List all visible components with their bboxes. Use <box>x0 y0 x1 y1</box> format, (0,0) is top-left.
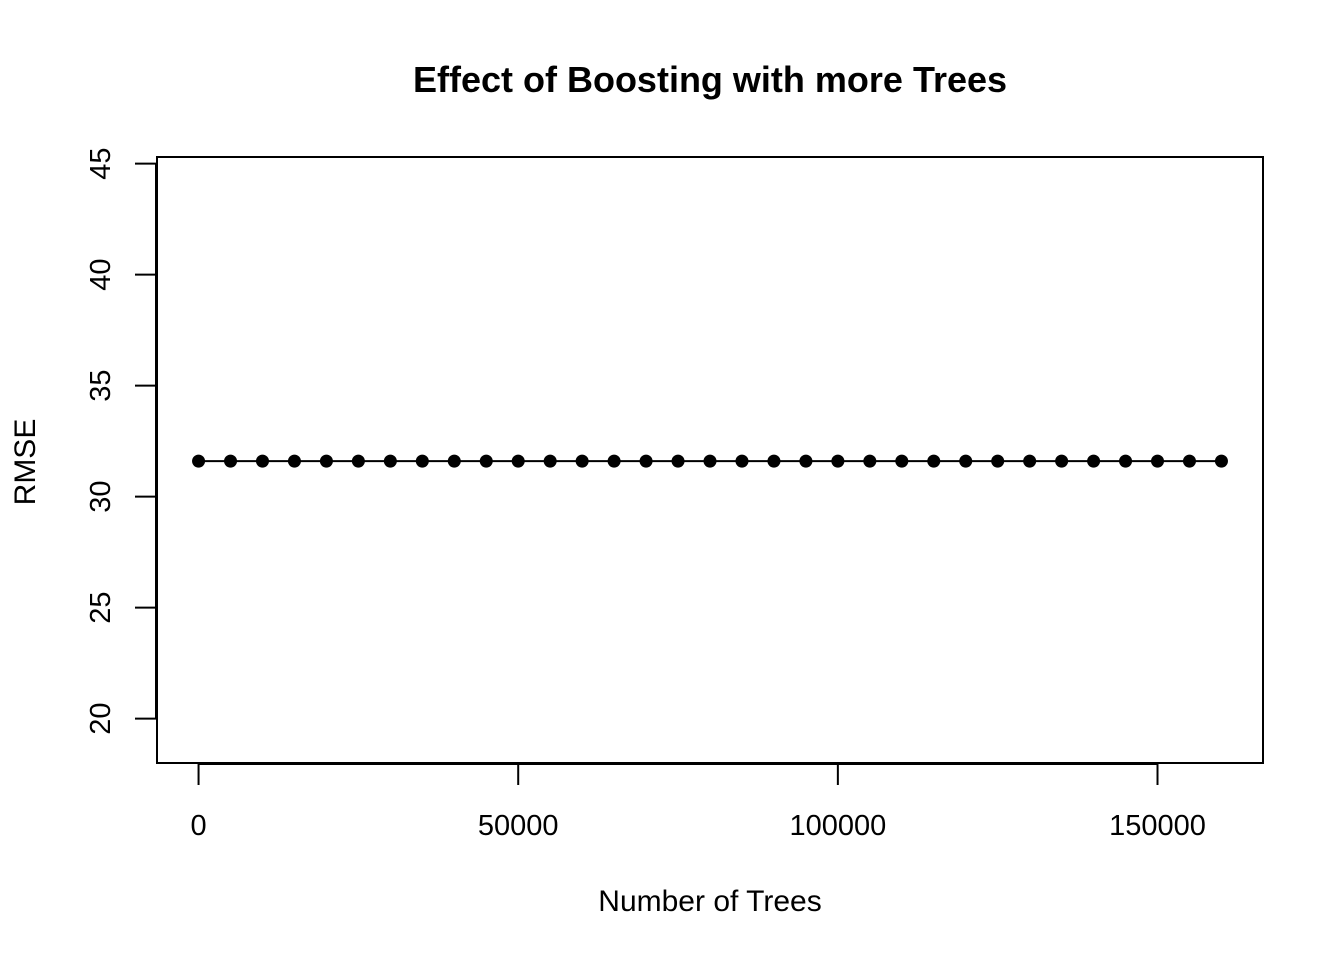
data-point <box>639 454 653 468</box>
y-axis: 20 25 30 35 40 45 <box>85 148 157 735</box>
data-point <box>831 454 845 468</box>
data-point <box>1087 454 1101 468</box>
data-point <box>991 454 1005 468</box>
y-tick-label: 40 <box>85 259 117 291</box>
data-point <box>799 454 813 468</box>
data-point <box>1055 454 1069 468</box>
y-tick-label: 25 <box>85 591 117 623</box>
y-tick-label: 30 <box>85 480 117 512</box>
y-axis-label: RMSE <box>9 419 42 506</box>
data-point <box>543 454 557 468</box>
data-point <box>192 454 206 468</box>
data-point <box>703 454 717 468</box>
x-axis-label: Number of Trees <box>598 885 821 918</box>
data-point <box>863 454 877 468</box>
data-point <box>224 454 238 468</box>
data-point <box>895 454 909 468</box>
data-point <box>447 454 461 468</box>
data-point <box>1182 454 1196 468</box>
data-point <box>767 454 781 468</box>
data-point <box>1214 454 1228 468</box>
y-tick-label: 20 <box>85 702 117 734</box>
y-tick-label: 35 <box>85 370 117 402</box>
data-point <box>415 454 429 468</box>
chart-title: Effect of Boosting with more Trees <box>413 59 1007 100</box>
data-point <box>671 454 685 468</box>
x-tick-label: 100000 <box>789 810 886 842</box>
data-point <box>383 454 397 468</box>
x-tick-label: 150000 <box>1109 810 1206 842</box>
data-point <box>351 454 365 468</box>
data-point <box>575 454 589 468</box>
data-point <box>607 454 621 468</box>
data-point <box>959 454 973 468</box>
data-point <box>319 454 333 468</box>
x-tick-label: 0 <box>190 810 206 842</box>
data-point <box>1151 454 1165 468</box>
data-point <box>735 454 749 468</box>
x-axis: 0 50000 100000 150000 <box>190 763 1206 842</box>
data-point <box>479 454 493 468</box>
data-point <box>927 454 941 468</box>
data-point <box>1023 454 1037 468</box>
data-point <box>1119 454 1133 468</box>
data-point <box>287 454 301 468</box>
x-tick-label: 50000 <box>478 810 559 842</box>
y-tick-label: 45 <box>85 148 117 180</box>
data-point <box>511 454 525 468</box>
data-point <box>255 454 269 468</box>
data-series <box>192 454 1228 468</box>
